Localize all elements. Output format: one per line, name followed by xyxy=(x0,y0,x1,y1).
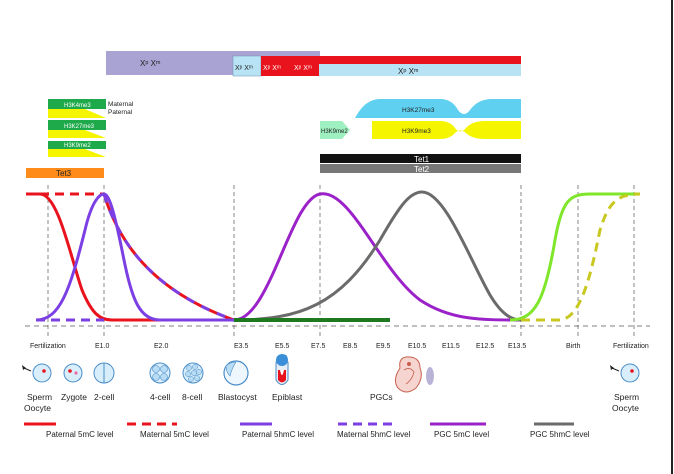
legend-label-maternal-5hmc: Maternal 5hmC level xyxy=(337,430,411,439)
tet-enzymes: Tet3 Tet1 Tet2 xyxy=(26,154,521,178)
methylation-curves xyxy=(26,190,641,322)
h3k9me2-right-label: H3K9me2 xyxy=(321,129,348,135)
h3k4me3-label: H3K4me3 xyxy=(64,103,91,109)
maternal-label: Maternal xyxy=(108,101,134,108)
stage-oocyte-left: Oocyte xyxy=(24,403,51,413)
blastocyst-icon xyxy=(223,360,249,386)
legend-label-paternal-5hmc: Paternal 5hmC level xyxy=(242,430,314,439)
paternal-label: Paternal xyxy=(108,109,133,116)
oocyte-right-icon xyxy=(610,363,640,383)
paternal-5hmc-curve xyxy=(35,192,234,322)
tl-fertilization-left: Fertilization xyxy=(30,343,66,350)
legend-label-pgc-5hmc: PGC 5hmC level xyxy=(530,430,590,439)
stage-blastocyst: Blastocyst xyxy=(218,392,257,402)
stage-eight-cell: 8-cell xyxy=(182,392,202,402)
pgc-5mc-curve xyxy=(233,192,522,322)
h3k9me3-shape xyxy=(372,121,521,139)
zygote-icon xyxy=(63,363,83,383)
histone-marks-right: H3K27me3 H3K9me2 H3K9me3 xyxy=(320,99,521,139)
h3k4me3-yellow-wedge xyxy=(48,109,106,118)
tl-e85: E8.5 xyxy=(343,343,358,350)
green-recovery-curve xyxy=(509,192,640,322)
stage-oocyte-right: Oocyte xyxy=(612,403,639,413)
h3k9me2-right-shape xyxy=(320,121,350,139)
yellow-recovery-curve xyxy=(521,192,641,322)
paternal-5mc-curve xyxy=(26,192,234,322)
four-cell-icon xyxy=(149,362,171,384)
tet2-label: Tet2 xyxy=(414,165,430,174)
legend-label-maternal-5mc: Maternal 5mC level xyxy=(140,430,209,439)
eight-cell-icon xyxy=(182,362,204,384)
h3k27me3-left-bar xyxy=(48,120,106,130)
h3k9me2-yellow-wedge xyxy=(48,149,106,157)
tl-e125: E12.5 xyxy=(476,343,494,350)
stage-zygote: Zygote xyxy=(61,392,87,402)
stage-two-cell: 2-cell xyxy=(94,392,114,402)
tl-e135: E13.5 xyxy=(508,343,526,350)
timeline-labels: Fertilization E1.0 E2.0 E3.5 E5.5 E7.5 E… xyxy=(30,343,649,350)
tl-fertilization-right: Fertilization xyxy=(613,343,649,350)
tl-e1: E1.0 xyxy=(95,343,110,350)
stage-epiblast: Epiblast xyxy=(272,392,303,402)
x-label-right: Xᵖ Xᵐ xyxy=(398,67,419,76)
frame-right-border xyxy=(671,0,673,474)
x-bar-red-left xyxy=(261,56,319,76)
pgc-embryo-icon xyxy=(394,356,434,393)
x-label-inactive-a: Xᵖ Xᵐ xyxy=(263,65,281,72)
tl-e35: E3.5 xyxy=(234,343,249,350)
x-bar-lightblue-right xyxy=(319,64,521,76)
epiblast-icon xyxy=(275,354,289,385)
legend: Paternal 5mC level Maternal 5mC level Pa… xyxy=(24,422,590,439)
x-label-inactive-b: Xᵖ Xᵐ xyxy=(294,65,312,72)
stage-pgcs: PGCs xyxy=(370,392,393,402)
stage-labels: Sperm Oocyte Zygote 2-cell 4-cell 8-cell… xyxy=(24,392,639,413)
h3k27me3-right-shape xyxy=(355,99,521,118)
tl-e105: E10.5 xyxy=(408,343,426,350)
stage-four-cell: 4-cell xyxy=(150,392,170,402)
h3k9me2-left-label: H3K9me2 xyxy=(64,143,91,149)
tl-e55: E5.5 xyxy=(275,343,290,350)
timepoint-guides xyxy=(47,185,635,338)
h3k27me3-right-label: H3K27me3 xyxy=(402,107,435,114)
legend-label-paternal-5mc: Paternal 5mC level xyxy=(46,430,114,439)
h3k9me3-label: H3K9me3 xyxy=(402,128,431,135)
stage-sperm-left: Sperm xyxy=(27,392,52,402)
two-cell-icon xyxy=(93,362,115,384)
x-label-left: Xᵖ Xᵐ xyxy=(140,59,161,68)
tl-e115: E11.5 xyxy=(442,343,460,350)
x-bar-red-top xyxy=(319,56,521,64)
stage-sperm-right: Sperm xyxy=(614,392,639,402)
tl-birth: Birth xyxy=(566,343,581,350)
maternal-5hmc-decay xyxy=(102,193,235,322)
legend-label-pgc-5mc: PGC 5mC level xyxy=(434,430,489,439)
tet3-bar xyxy=(26,168,104,178)
tl-e2: E2.0 xyxy=(154,343,169,350)
h3k9me2-left-bar xyxy=(48,141,106,149)
x-label-mid: Xᵖ Xᵐ xyxy=(235,65,253,72)
tl-e75: E7.5 xyxy=(311,343,326,350)
tl-e95: E9.5 xyxy=(376,343,391,350)
x-chromosome-track: Xᵖ Xᵐ Xᵖ Xᵐ Xᵖ Xᵐ Xᵖ Xᵐ Xᵖ Xᵐ xyxy=(106,51,521,77)
tet1-label: Tet1 xyxy=(414,155,430,164)
histone-marks-left: H3K4me3 Maternal Paternal H3K27me3 H3K9m… xyxy=(48,99,134,157)
pgc-5hmc-curve xyxy=(233,190,522,322)
cell-illustrations xyxy=(22,354,640,393)
tet2-bar xyxy=(320,164,521,173)
tet1-bar xyxy=(320,154,521,163)
h3k27me3-yellow-wedge xyxy=(48,130,106,138)
oocyte-left-icon xyxy=(22,363,52,383)
h3k4me3-bar xyxy=(48,99,106,109)
tet3-label: Tet3 xyxy=(56,169,72,178)
h3k27me3-left-label: H3K27me3 xyxy=(64,124,95,130)
